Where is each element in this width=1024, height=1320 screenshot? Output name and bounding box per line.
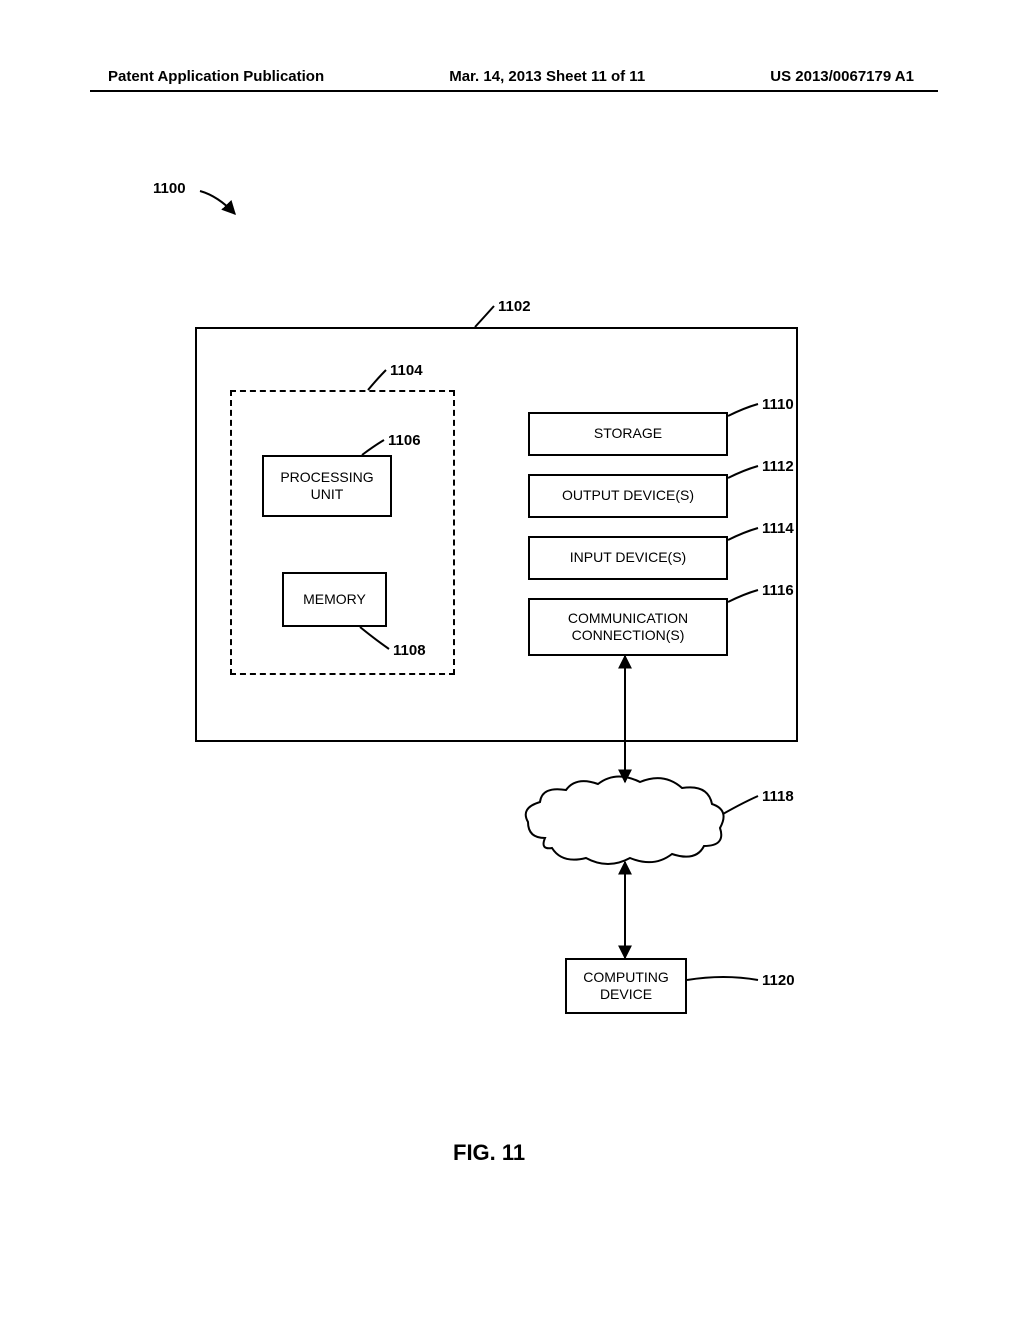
- communication-box: COMMUNICATION CONNECTION(S): [528, 598, 728, 656]
- processing-unit-box: PROCESSING UNIT: [262, 455, 392, 517]
- ref-1120: 1120: [762, 972, 795, 989]
- output-devices-box: OUTPUT DEVICE(S): [528, 474, 728, 518]
- ref-1116: 1116: [762, 582, 794, 599]
- ref-1106: 1106: [388, 432, 421, 449]
- network-label: NETWORK: [588, 821, 660, 837]
- diagram-canvas: PROCESSING UNIT MEMORY STORAGE OUTPUT DE…: [0, 0, 1024, 1320]
- ref-1100: 1100: [153, 180, 186, 197]
- figure-title: FIG. 11: [453, 1140, 525, 1166]
- ref-1102: 1102: [498, 298, 531, 315]
- computing-device-box: COMPUTING DEVICE: [565, 958, 687, 1014]
- dashed-box: [230, 390, 455, 675]
- ref-1110: 1110: [762, 396, 794, 413]
- ref-1114: 1114: [762, 520, 794, 537]
- ref-1104: 1104: [390, 362, 423, 379]
- input-devices-box: INPUT DEVICE(S): [528, 536, 728, 580]
- ref-1108: 1108: [393, 642, 426, 659]
- ref-1112: 1112: [762, 458, 794, 475]
- ref-1118: 1118: [762, 788, 794, 805]
- storage-box: STORAGE: [528, 412, 728, 456]
- memory-box: MEMORY: [282, 572, 387, 627]
